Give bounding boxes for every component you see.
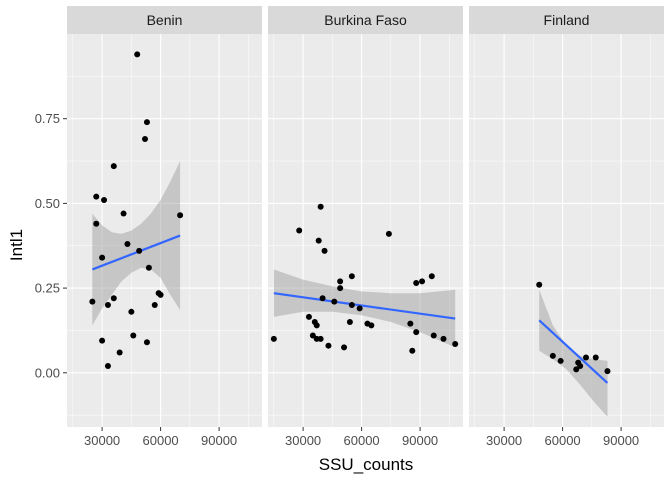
- data-point: [142, 136, 148, 143]
- data-point: [407, 320, 414, 327]
- x-tick-label: 30000: [285, 433, 321, 448]
- x-tick-label: 60000: [143, 433, 179, 448]
- data-point: [99, 337, 106, 344]
- data-point: [337, 278, 344, 285]
- data-point: [104, 363, 111, 370]
- data-point: [124, 241, 131, 248]
- data-point: [419, 278, 426, 285]
- data-point: [583, 354, 589, 361]
- data-point: [317, 203, 324, 210]
- data-point: [413, 329, 420, 336]
- data-point: [604, 368, 611, 375]
- data-point: [143, 119, 150, 126]
- data-point: [440, 335, 447, 342]
- data-point: [368, 322, 375, 329]
- y-tick-label: 0.25: [35, 281, 60, 296]
- data-point: [325, 342, 332, 349]
- x-tick-label: 60000: [545, 433, 581, 448]
- data-point: [428, 273, 435, 280]
- x-tick-label: 90000: [402, 433, 438, 448]
- data-point: [157, 291, 164, 298]
- data-point: [143, 339, 150, 346]
- data-point: [134, 51, 141, 58]
- data-point: [321, 247, 328, 254]
- data-point: [99, 254, 106, 261]
- x-tick-label: 60000: [344, 433, 380, 448]
- confidence-ribbon: [92, 161, 181, 326]
- panel-background: [67, 34, 262, 427]
- y-axis: 0.00 0.25 0.50 0.75: [35, 111, 67, 380]
- data-point: [337, 285, 344, 292]
- facet-panels: Benin Burkina Faso Finland: [67, 6, 664, 427]
- x-axis: 30000 60000 90000 30000 60000 90000 30000 60000…: [84, 427, 639, 448]
- data-point: [120, 210, 127, 217]
- data-point: [128, 308, 135, 315]
- trend-line: [538, 319, 609, 384]
- data-point: [348, 273, 355, 280]
- data-point: [89, 298, 96, 305]
- facet-strip-label: Benin: [147, 12, 183, 28]
- confidence-ribbon: [273, 269, 456, 348]
- facet-strip: [469, 6, 664, 34]
- data-point: [348, 302, 355, 309]
- data-point: [413, 280, 420, 287]
- data-point: [313, 322, 320, 329]
- data-point: [577, 363, 584, 370]
- facet-finland: Finland: [469, 6, 664, 427]
- data-point: [385, 230, 392, 237]
- facet-strip: [268, 6, 463, 34]
- data-point: [536, 281, 543, 288]
- confidence-ribbon: [539, 289, 608, 417]
- y-tick-label: 0.75: [35, 111, 60, 126]
- data-point: [549, 352, 556, 359]
- facet-benin: Benin: [67, 6, 262, 427]
- data-point: [315, 237, 322, 244]
- y-axis-title: Intl1: [7, 229, 26, 261]
- y-tick-label: 0.50: [35, 196, 60, 211]
- data-point: [93, 193, 100, 200]
- data-point: [341, 344, 348, 351]
- facet-strip-label: Finland: [544, 12, 590, 28]
- data-point: [346, 318, 353, 325]
- x-tick-label: 90000: [603, 433, 639, 448]
- y-tick-label: 0.00: [35, 365, 60, 380]
- data-point: [356, 305, 363, 312]
- data-point: [136, 247, 143, 254]
- trend-line: [273, 292, 456, 320]
- x-axis-title: SSU_counts: [319, 455, 414, 474]
- data-point: [177, 212, 184, 219]
- x-tick-label: 90000: [201, 433, 237, 448]
- data-point: [452, 340, 459, 347]
- x-tick-label: 30000: [84, 433, 120, 448]
- data-point: [573, 366, 580, 373]
- data-point: [101, 197, 108, 204]
- facet-strip: [67, 6, 262, 34]
- trend-line: [91, 234, 181, 271]
- data-point: [93, 220, 100, 227]
- data-point: [151, 302, 158, 309]
- data-point: [296, 227, 303, 234]
- data-point: [317, 335, 324, 342]
- x-tick-label: 30000: [486, 433, 522, 448]
- panel-background: [469, 34, 664, 427]
- data-point: [592, 354, 599, 361]
- data-point: [331, 298, 338, 305]
- data-point: [409, 347, 416, 354]
- data-point: [145, 264, 152, 271]
- data-point: [110, 163, 117, 170]
- data-point: [270, 335, 277, 342]
- facet-burkina-faso: Burkina Faso: [268, 6, 463, 427]
- data-point: [116, 349, 123, 356]
- data-point: [305, 313, 312, 320]
- facet-strip-label: Burkina Faso: [324, 12, 407, 28]
- data-point: [309, 332, 316, 339]
- data-point: [130, 332, 137, 339]
- data-point: [430, 332, 437, 339]
- data-point: [319, 295, 326, 302]
- data-point: [104, 302, 111, 309]
- data-point: [557, 357, 564, 364]
- data-point: [110, 295, 117, 302]
